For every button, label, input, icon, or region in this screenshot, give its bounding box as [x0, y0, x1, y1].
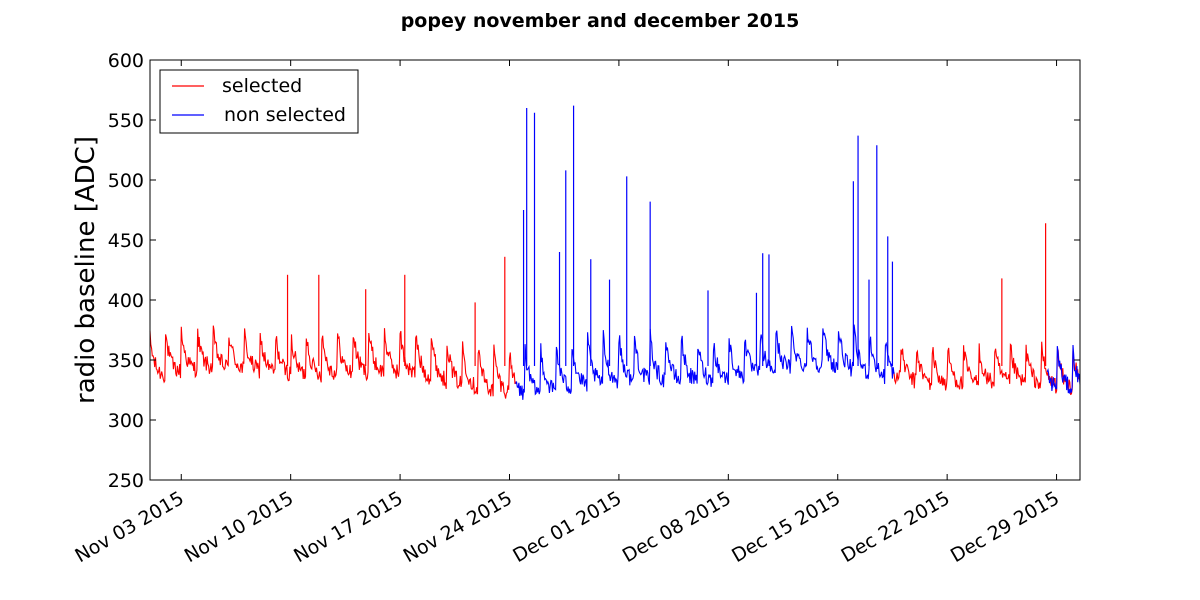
- x-tick-label: Dec 22 2015: [838, 487, 954, 567]
- series-line-non-selected-seg1: [1046, 344, 1081, 394]
- y-tick-label: 400: [108, 290, 144, 312]
- x-tick-label: Dec 15 2015: [728, 487, 844, 567]
- y-tick-label: 600: [108, 50, 144, 72]
- y-tick-label: 550: [108, 110, 144, 132]
- y-tick-label: 500: [108, 170, 144, 192]
- legend-box: [159, 69, 359, 134]
- x-tick-label: Dec 01 2015: [509, 487, 625, 567]
- x-tick-label: Dec 08 2015: [619, 487, 735, 567]
- chart-title: popey november and december 2015: [401, 10, 800, 32]
- x-tick-label: Nov 24 2015: [400, 487, 516, 567]
- y-tick-label: 250: [108, 470, 144, 492]
- series-layer: [149, 105, 1081, 400]
- y-tick-label: 350: [108, 350, 144, 372]
- series-line-selected-seg0: [149, 325, 517, 399]
- legend: selected non selected: [159, 69, 359, 134]
- y-tick-label: 300: [108, 410, 144, 432]
- legend-label-selected: selected: [222, 75, 302, 97]
- x-tick-label: Nov 17 2015: [290, 487, 406, 567]
- x-tick-label: Nov 10 2015: [181, 487, 297, 567]
- y-axis-label: radio baseline [ADC]: [71, 136, 101, 404]
- y-tick-label: 450: [108, 230, 144, 252]
- x-tick-label: Nov 03 2015: [71, 487, 187, 567]
- legend-label-non-selected: non selected: [224, 104, 346, 126]
- plot-frame: [149, 59, 1081, 481]
- series-line-non-selected-seg0: [515, 324, 895, 400]
- x-tick-label: Dec 29 2015: [947, 487, 1063, 567]
